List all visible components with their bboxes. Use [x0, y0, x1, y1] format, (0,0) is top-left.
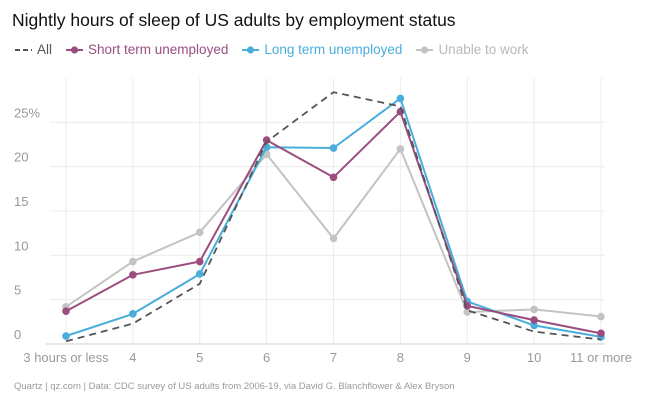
y-tick-label: 10 — [14, 238, 28, 253]
legend-label-long-term: Long term unemployed — [264, 42, 403, 57]
data-point — [329, 234, 338, 243]
legend-item-all[interactable]: All — [14, 42, 52, 57]
x-tick-label: 4 — [129, 350, 136, 365]
series-line — [65, 91, 602, 343]
data-point — [597, 329, 605, 338]
legend-label-short-term: Short term unemployed — [88, 42, 229, 57]
x-tick-label: 5 — [196, 350, 203, 365]
x-tick-label: 7 — [330, 350, 337, 365]
x-tick-label: 3 hours or less — [23, 350, 109, 365]
y-tick-label: 0 — [14, 327, 21, 342]
x-tick-label: 6 — [263, 350, 270, 365]
legend-item-unable[interactable]: Unable to work — [415, 42, 528, 57]
legend-item-short-term[interactable]: Short term unemployed — [65, 42, 228, 57]
x-tick-label: 10 — [527, 350, 541, 365]
data-point — [396, 94, 405, 103]
data-point — [62, 332, 70, 340]
series-all — [65, 91, 602, 343]
dashed-line-icon — [15, 48, 32, 51]
source-note: Quartz | qz.com | Data: CDC survey of US… — [14, 381, 455, 392]
legend-label-all: All — [37, 42, 53, 57]
data-point — [530, 321, 538, 330]
data-point — [463, 308, 472, 316]
line-marker-icon — [242, 45, 260, 54]
x-tick-label: 8 — [397, 350, 404, 365]
legend: All Short term unemployed Long term unem… — [14, 42, 541, 57]
data-point — [329, 173, 338, 182]
legend-label-unable: Unable to work — [438, 42, 529, 57]
data-point — [195, 270, 204, 278]
data-point — [195, 257, 204, 266]
data-point — [129, 271, 137, 279]
data-point — [530, 316, 538, 324]
data-point — [530, 305, 538, 314]
line-marker-icon — [416, 45, 434, 54]
data-point — [396, 145, 405, 153]
legend-item-long-term[interactable]: Long term unemployed — [241, 42, 402, 57]
series-unable-to-work — [62, 145, 605, 321]
data-point — [129, 257, 137, 266]
series-short-term-unemployed — [62, 107, 605, 338]
y-tick-label: 5 — [14, 283, 21, 298]
chart-title: Nightly hours of sleep of US adults by e… — [12, 10, 456, 30]
y-tick-label: 20 — [14, 150, 28, 165]
x-tick-label: 9 — [464, 350, 471, 365]
y-tick-label: 15 — [14, 194, 28, 209]
data-point — [62, 307, 70, 315]
data-point — [195, 228, 204, 237]
data-point — [262, 136, 271, 144]
x-tick-label: 11 or more — [570, 350, 632, 365]
data-point — [329, 144, 338, 152]
y-tick-label: 25% — [14, 105, 40, 120]
data-point — [129, 310, 137, 318]
line-marker-icon — [66, 45, 84, 54]
data-point — [597, 312, 605, 321]
